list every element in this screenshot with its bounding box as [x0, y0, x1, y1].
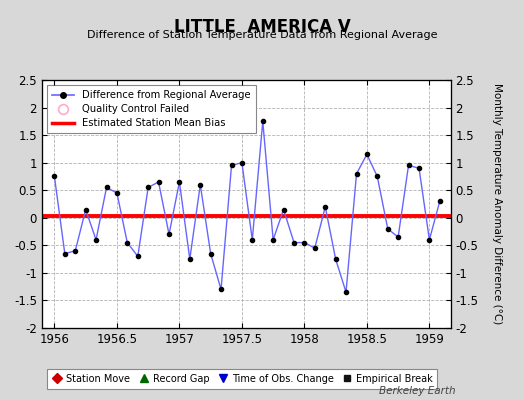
Text: LITTLE  AMERICA V: LITTLE AMERICA V	[173, 18, 351, 36]
Text: Difference of Station Temperature Data from Regional Average: Difference of Station Temperature Data f…	[87, 30, 437, 40]
Legend: Station Move, Record Gap, Time of Obs. Change, Empirical Break: Station Move, Record Gap, Time of Obs. C…	[47, 369, 438, 388]
Y-axis label: Monthly Temperature Anomaly Difference (°C): Monthly Temperature Anomaly Difference (…	[493, 83, 503, 325]
Text: Berkeley Earth: Berkeley Earth	[379, 386, 456, 396]
